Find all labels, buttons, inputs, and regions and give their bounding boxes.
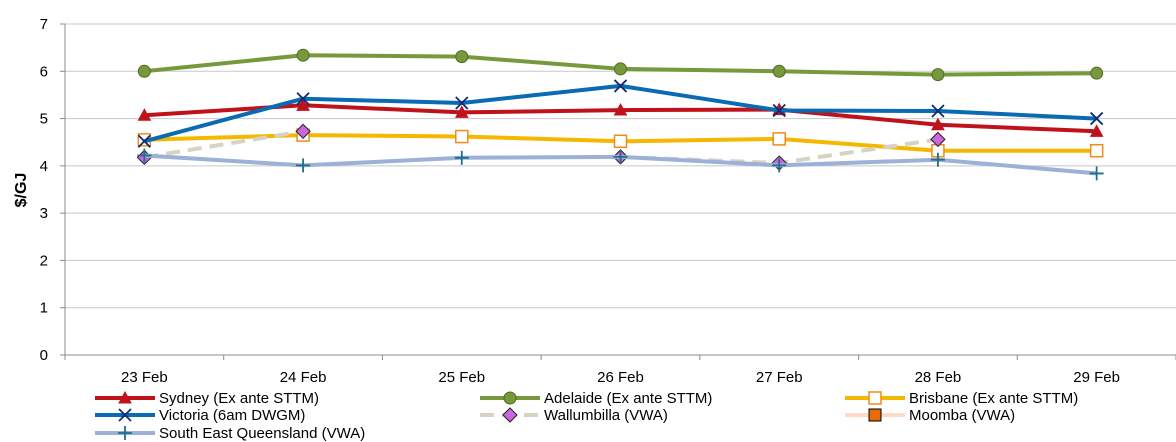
point-south-east-queensland-vwa-5	[930, 152, 945, 167]
point-adelaide-ex-ante-sttm-0	[137, 64, 151, 78]
legend-item-brisbane-ex-ante-sttm: Brisbane (Ex ante STTM)	[845, 390, 1078, 407]
legend-label: Wallumbilla (VWA)	[544, 407, 668, 424]
legend-item-sydney-ex-ante-sttm: Sydney (Ex ante STTM)	[95, 390, 319, 407]
point-south-east-queensland-vwa-1	[296, 158, 311, 173]
point-sydney-ex-ante-sttm-3	[613, 103, 628, 116]
x-tick-labels: 23 Feb 24 Feb 25 Feb 26 Feb 27 Feb 28 Feb 29 F…	[121, 369, 1120, 386]
x-tick-label-3: 26 Feb	[597, 369, 644, 386]
y-tick-label-1: 1	[40, 300, 48, 317]
legend-label: Adelaide (Ex ante STTM)	[544, 390, 712, 407]
point-adelaide-ex-ante-sttm-6	[1090, 66, 1104, 80]
y-tick-label-6: 6	[40, 63, 48, 80]
point-wallumbilla-vwa-5	[930, 131, 946, 148]
point-south-east-queensland-vwa-0	[137, 148, 152, 163]
series-victoria-6am-dwgm	[137, 79, 1104, 148]
x-tick-label-5: 28 Feb	[915, 369, 962, 386]
y-tick-label-2: 2	[40, 252, 48, 269]
point-sydney-ex-ante-sttm-2	[454, 105, 469, 118]
legend-label: Sydney (Ex ante STTM)	[159, 390, 319, 407]
point-sydney-ex-ante-sttm-6	[1089, 124, 1104, 137]
legend-swatch-marker	[118, 426, 132, 440]
legend-item-wallumbilla-vwa: Wallumbilla (VWA)	[480, 407, 668, 424]
legend-swatch-marker	[503, 391, 517, 405]
legend-label: Moomba (VWA)	[909, 407, 1015, 424]
point-brisbane-ex-ante-sttm-6	[1089, 143, 1104, 158]
series-line-wallumbilla-vwa-0	[144, 129, 304, 160]
point-brisbane-ex-ante-sttm-4	[772, 132, 786, 146]
y-axis-label: $/GJ	[13, 173, 30, 208]
series-south-east-queensland-vwa	[137, 148, 1104, 181]
point-sydney-ex-ante-sttm-0	[137, 108, 152, 121]
y-tick-label-7: 7	[40, 16, 48, 33]
x-tick-label-2: 25 Feb	[438, 369, 485, 386]
point-victoria-6am-dwgm-2	[455, 96, 469, 110]
x-tick-label-0: 23 Feb	[121, 369, 168, 386]
legend-item-moomba-vwa: Moomba (VWA)	[845, 407, 1015, 424]
legend-swatch-marker	[118, 390, 132, 404]
point-adelaide-ex-ante-sttm-5	[931, 68, 945, 82]
point-victoria-6am-dwgm-1	[296, 92, 310, 106]
point-adelaide-ex-ante-sttm-3	[614, 62, 627, 76]
x-tick-label-1: 24 Feb	[280, 369, 327, 386]
point-wallumbilla-vwa-1	[295, 123, 311, 140]
point-south-east-queensland-vwa-4	[772, 158, 787, 173]
x-tick-label-4: 27 Feb	[756, 369, 803, 386]
legend-label: Brisbane (Ex ante STTM)	[909, 390, 1078, 407]
point-sydney-ex-ante-sttm-5	[931, 117, 945, 131]
y-tick-label-3: 3	[40, 205, 48, 222]
point-adelaide-ex-ante-sttm-1	[296, 48, 310, 62]
legend-label: South East Queensland (VWA)	[159, 425, 365, 442]
point-sydney-ex-ante-sttm-1	[296, 98, 310, 111]
y-tick-labels: 0 1 2 3 4 5 6 7	[40, 16, 48, 364]
point-south-east-queensland-vwa-6	[1089, 166, 1104, 181]
point-victoria-6am-dwgm-6	[1090, 111, 1104, 126]
point-victoria-6am-dwgm-4	[772, 103, 786, 118]
legend-swatch-marker	[868, 408, 882, 422]
legend-swatch-marker	[118, 408, 132, 422]
legend-item-adelaide-ex-ante-sttm: Adelaide (Ex ante STTM)	[480, 390, 712, 407]
point-south-east-queensland-vwa-3	[613, 149, 628, 164]
point-adelaide-ex-ante-sttm-4	[772, 64, 786, 78]
legend-swatch-marker	[868, 391, 882, 405]
point-victoria-6am-dwgm-3	[613, 79, 628, 93]
legend-item-south-east-queensland-vwa: South East Queensland (VWA)	[95, 425, 365, 442]
series-group	[136, 48, 1104, 181]
point-brisbane-ex-ante-sttm-3	[613, 134, 628, 149]
legend-item-victoria-6am-dwgm: Victoria (6am DWGM)	[95, 407, 305, 424]
point-south-east-queensland-vwa-2	[454, 150, 469, 165]
point-victoria-6am-dwgm-0	[137, 134, 151, 148]
axes	[60, 23, 1176, 360]
y-tick-label-5: 5	[40, 111, 48, 128]
legend-label: Victoria (6am DWGM)	[159, 407, 305, 424]
point-brisbane-ex-ante-sttm-2	[455, 129, 469, 144]
point-adelaide-ex-ante-sttm-2	[455, 50, 469, 64]
series-adelaide-ex-ante-sttm	[137, 48, 1104, 82]
legend: Sydney (Ex ante STTM) Adelaide (Ex ante S…	[95, 390, 1078, 442]
y-tick-label-4: 4	[40, 158, 48, 175]
legend-swatch-marker	[502, 407, 518, 423]
y-tick-label-0: 0	[40, 347, 48, 364]
x-tick-label-6: 29 Feb	[1073, 369, 1120, 386]
point-victoria-6am-dwgm-5	[931, 104, 945, 118]
